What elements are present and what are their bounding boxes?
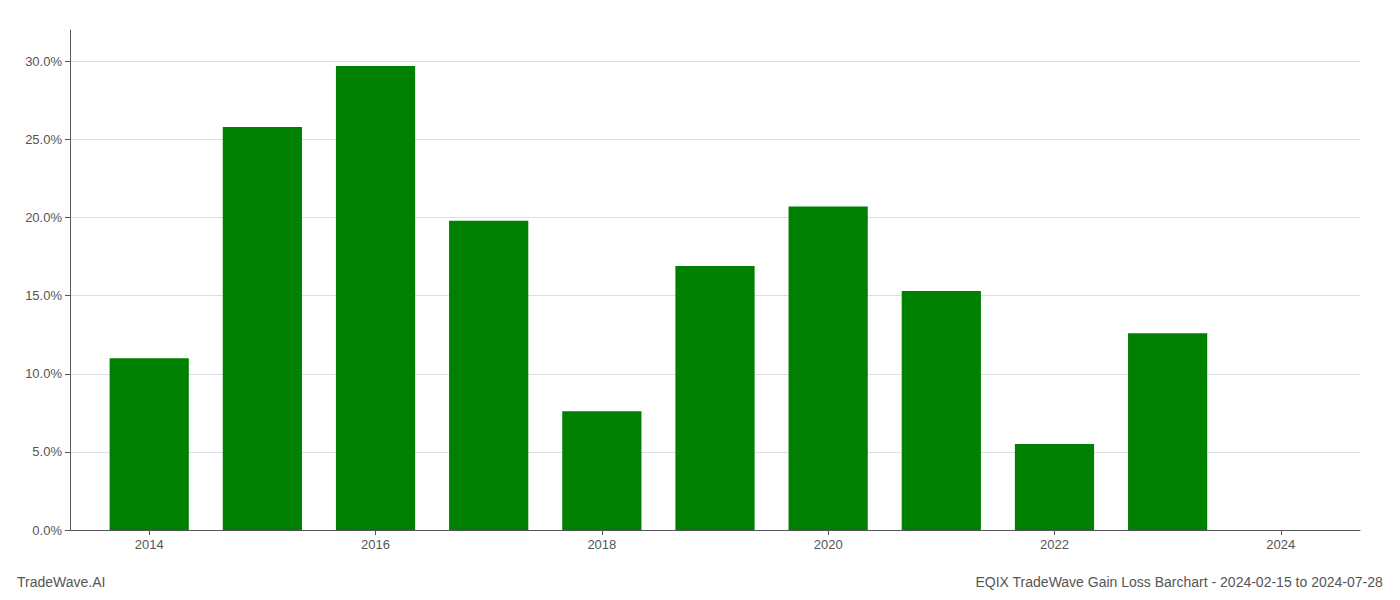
svg-text:EQIX TradeWave Gain Loss Barch: EQIX TradeWave Gain Loss Barchart - 2024… (975, 574, 1382, 590)
svg-text:2024: 2024 (1266, 537, 1295, 552)
svg-text:2022: 2022 (1040, 537, 1069, 552)
svg-text:2016: 2016 (361, 537, 390, 552)
svg-text:TradeWave.AI: TradeWave.AI (17, 574, 105, 590)
svg-text:25.0%: 25.0% (25, 132, 62, 147)
svg-text:2014: 2014 (135, 537, 164, 552)
svg-text:2018: 2018 (587, 537, 616, 552)
svg-text:0.0%: 0.0% (32, 523, 62, 538)
svg-text:2020: 2020 (814, 537, 843, 552)
svg-text:20.0%: 20.0% (25, 210, 62, 225)
svg-text:30.0%: 30.0% (25, 54, 62, 69)
svg-text:10.0%: 10.0% (25, 366, 62, 381)
svg-text:5.0%: 5.0% (32, 444, 62, 459)
svg-text:15.0%: 15.0% (25, 288, 62, 303)
